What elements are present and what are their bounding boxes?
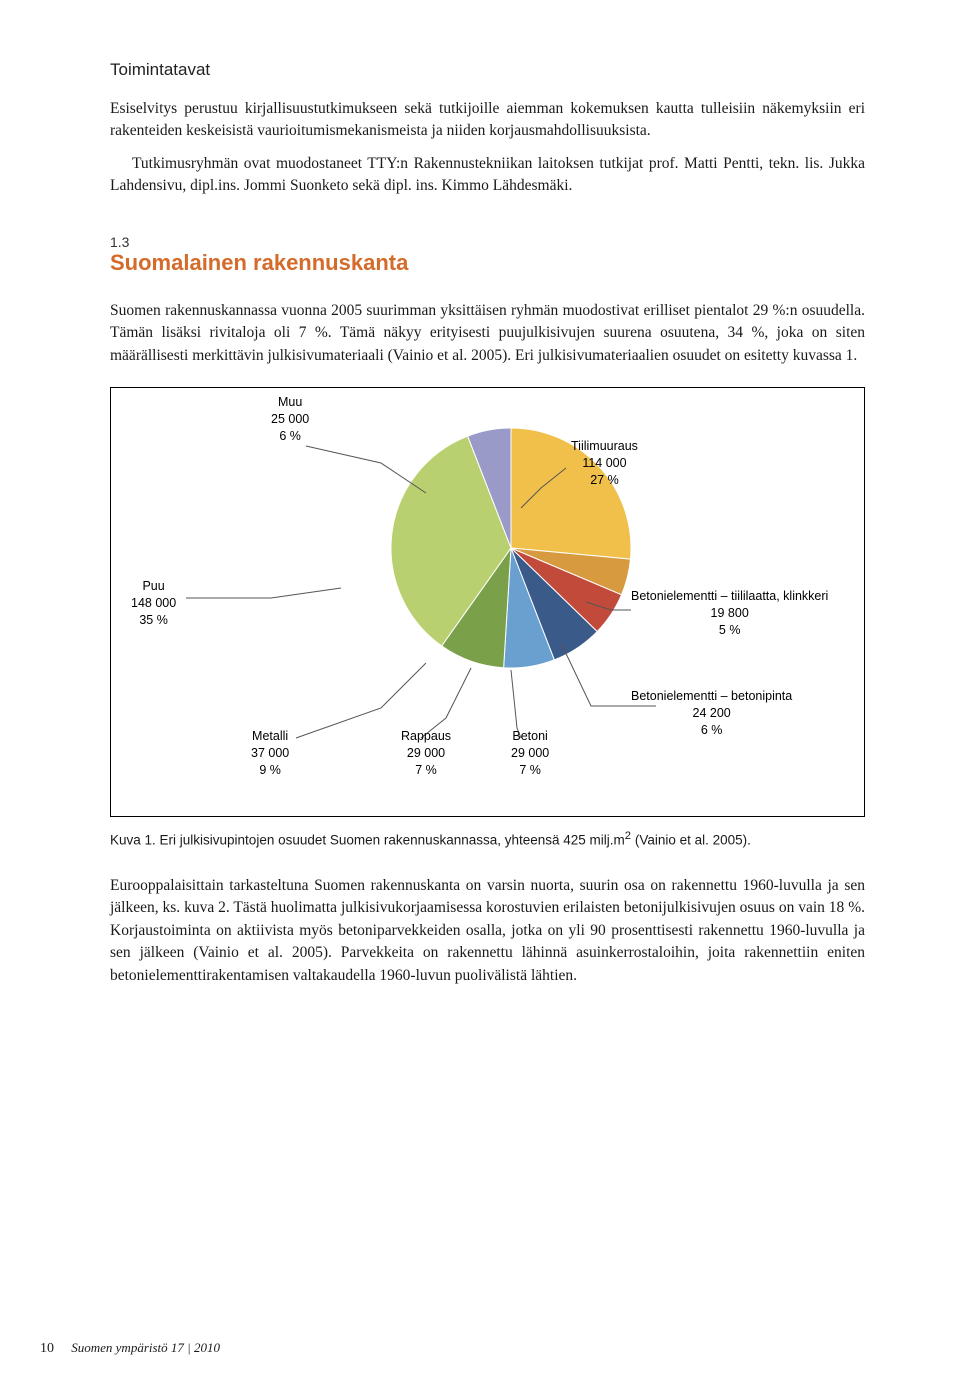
pie-label: Puu148 00035 % [131,578,176,629]
pie-label: Rappaus29 0007 % [401,728,451,779]
page-number: 10 [40,1341,54,1356]
section-title: Suomalainen rakennuskanta [110,250,865,276]
figure-caption: Kuva 1. Eri julkisivupintojen osuudet Su… [110,829,865,850]
pie-label: Metalli37 0009 % [251,728,289,779]
paragraph-3: Suomen rakennuskannassa vuonna 2005 suur… [110,300,865,367]
paragraph-4: Eurooppalaisittain tarkasteltuna Suomen … [110,875,865,987]
subheading-toimintatavat: Toimintatavat [110,60,865,80]
pie-chart-figure: Tiilimuuraus114 00027 % Betonielementti –… [110,387,865,817]
paragraph-2: Tutkimusryhmän ovat muodostaneet TTY:n R… [110,153,865,198]
leader-line [296,663,426,738]
publication-info: Suomen ympäristö 17 | 2010 [71,1340,220,1355]
pie-label: Muu25 0006 % [271,394,309,445]
leader-line [186,588,341,598]
pie-label: Betonielementti – tiililaatta, klinkkeri… [631,588,828,639]
pie-label: Betoni29 0007 % [511,728,549,779]
caption-text-a: Kuva 1. Eri julkisivupintojen osuudet Su… [110,833,625,848]
section-number: 1.3 [110,234,865,250]
caption-text-b: (Vainio et al. 2005). [635,833,751,848]
page-footer: 10 Suomen ympäristö 17 | 2010 [40,1340,220,1357]
pie-label: Betonielementti – betonipinta24 2006 % [631,688,792,739]
paragraph-1: Esiselvitys perustuu kirjallisuustutkimu… [110,98,865,143]
pie-label: Tiilimuuraus114 00027 % [571,438,638,489]
caption-sup: 2 [625,830,631,842]
